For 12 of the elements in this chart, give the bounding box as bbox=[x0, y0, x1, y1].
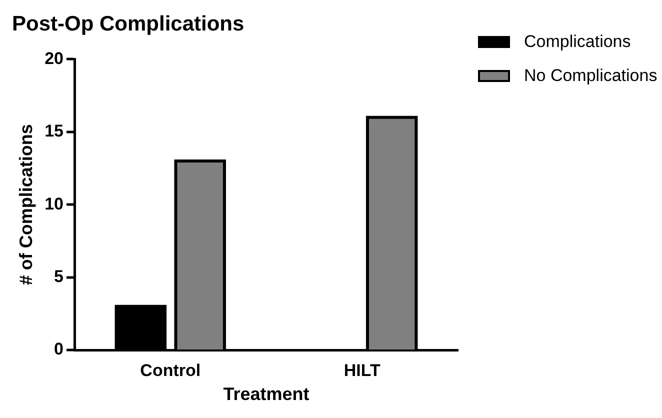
legend-label: No Complications bbox=[524, 66, 658, 86]
y-tick-label: 0 bbox=[54, 340, 64, 359]
x-tick-label: Control bbox=[140, 360, 201, 380]
y-tick-label: 5 bbox=[54, 266, 64, 286]
x-tick-label: HILT bbox=[344, 360, 381, 380]
y-tick-label: 10 bbox=[44, 194, 64, 214]
x-axis-title: Treatment bbox=[223, 384, 310, 404]
y-tick-label: 15 bbox=[44, 122, 64, 141]
y-tick-label: 20 bbox=[44, 48, 64, 68]
legend-label: Complications bbox=[524, 32, 631, 52]
chart-title: Post-Op Complications bbox=[12, 12, 244, 36]
y-axis-title: # of Complications bbox=[16, 124, 36, 286]
